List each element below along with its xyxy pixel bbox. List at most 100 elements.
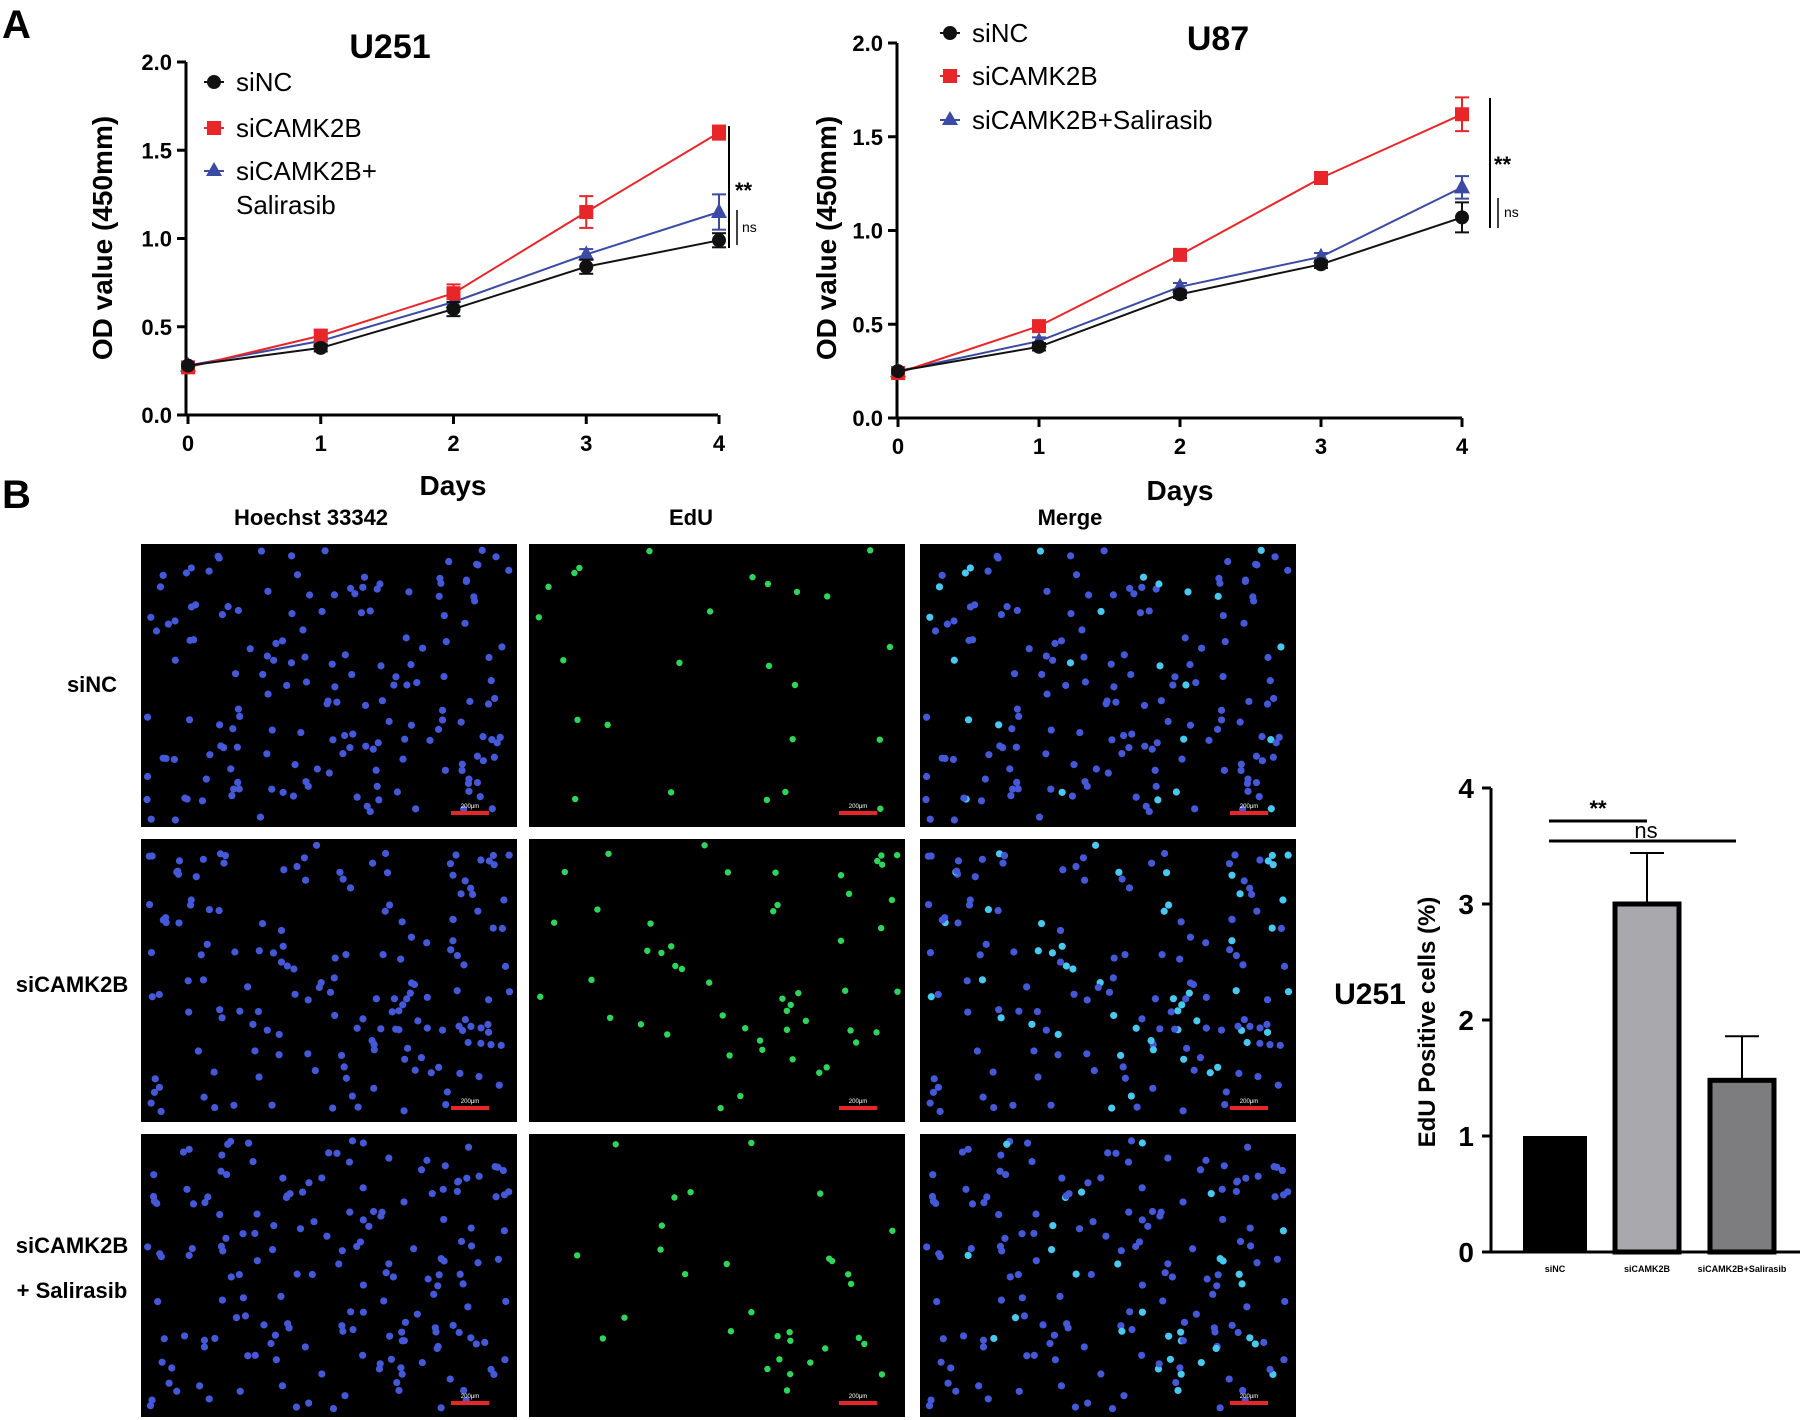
nucleus-hoechst xyxy=(310,1218,318,1226)
nucleus-hoechst xyxy=(473,560,481,568)
nucleus-hoechst xyxy=(430,1290,438,1298)
nucleus-hoechst xyxy=(268,1101,276,1109)
nucleus-edu xyxy=(687,1188,694,1196)
nucleus-hoechst xyxy=(484,1020,492,1029)
nucleus-hoechst xyxy=(304,782,312,790)
nucleus-merge xyxy=(1117,1247,1125,1255)
nucleus-hoechst xyxy=(199,976,208,984)
nucleus-merge xyxy=(1177,1328,1185,1336)
nucleus-merge xyxy=(997,1296,1006,1304)
panel-letter-a: A xyxy=(2,3,31,47)
nucleus-hoechst xyxy=(434,1282,442,1290)
nucleus-hoechst xyxy=(211,1103,219,1112)
nucleus-merge xyxy=(1176,1364,1184,1372)
x-tick-label: 3 xyxy=(580,431,592,456)
micrograph-edu-row2 xyxy=(529,839,905,1122)
nucleus-merge xyxy=(985,751,993,759)
nucleus-hoechst xyxy=(279,788,287,796)
nucleus-hoechst xyxy=(441,1162,449,1170)
nucleus-merge xyxy=(997,1014,1005,1022)
nucleus-hoechst xyxy=(346,1208,354,1216)
nucleus-merge xyxy=(1252,752,1261,760)
nucleus-hoechst xyxy=(426,736,434,744)
nucleus-merge xyxy=(926,815,934,823)
nucleus-merge xyxy=(1155,580,1163,588)
nucleus-merge xyxy=(966,564,974,572)
nucleus-hoechst xyxy=(304,996,312,1004)
nucleus-hoechst xyxy=(461,1015,469,1024)
nucleus-hoechst xyxy=(279,1174,287,1182)
nucleus-hoechst xyxy=(216,721,224,729)
nucleus-merge xyxy=(1149,1084,1157,1092)
nucleus-merge xyxy=(1028,1020,1036,1028)
nucleus-hoechst xyxy=(287,659,296,667)
nucleus-merge xyxy=(996,1167,1004,1175)
nucleus-hoechst xyxy=(361,701,370,710)
nucleus-merge xyxy=(1056,958,1065,966)
nucleus-merge xyxy=(1212,1344,1220,1353)
nucleus-hoechst xyxy=(473,752,482,760)
nucleus-edu xyxy=(779,995,786,1002)
nucleus-merge xyxy=(1023,1352,1031,1360)
nucleus-merge xyxy=(1057,637,1066,645)
nucleus-edu xyxy=(789,1056,796,1063)
nucleus-hoechst xyxy=(374,739,382,747)
nucleus-hoechst xyxy=(348,1137,357,1145)
nucleus-merge xyxy=(1028,1157,1036,1166)
nucleus-merge xyxy=(1149,1046,1157,1054)
nucleus-merge xyxy=(1136,609,1145,617)
nucleus-hoechst xyxy=(499,1166,507,1175)
nucleus-merge xyxy=(1174,1007,1182,1015)
nucleus-hoechst xyxy=(230,1101,238,1109)
nucleus-hoechst xyxy=(353,1242,361,1251)
nucleus-merge xyxy=(1156,1025,1164,1033)
y-tick-label: 0.0 xyxy=(141,403,172,428)
legend-label-salirasib: siCAMK2B+Salirasib xyxy=(972,105,1213,135)
nucleus-hoechst xyxy=(428,1190,436,1198)
nucleus-hoechst xyxy=(147,948,156,957)
nucleus-merge xyxy=(1083,782,1091,790)
nucleus-merge xyxy=(1065,1190,1073,1198)
nucleus-hoechst xyxy=(437,1404,445,1412)
nucleus-merge xyxy=(984,905,993,914)
nucleus-merge xyxy=(936,1253,944,1261)
nucleus-hoechst xyxy=(360,573,369,581)
nucleus-edu xyxy=(795,989,802,997)
nucleus-merge xyxy=(1165,1332,1173,1340)
nucleus-hoechst xyxy=(413,679,421,687)
nucleus-hoechst xyxy=(222,1234,230,1242)
nucleus-edu xyxy=(817,1190,824,1197)
nucleus-merge xyxy=(1273,1163,1281,1171)
nucleus-hoechst xyxy=(272,639,280,647)
nucleus-hoechst xyxy=(484,996,493,1004)
nucleus-hoechst xyxy=(333,698,341,706)
nucleus-hoechst xyxy=(210,1068,218,1076)
nucleus-merge xyxy=(965,636,973,644)
nucleus-merge xyxy=(1213,1282,1221,1290)
nucleus-merge xyxy=(1234,1022,1242,1030)
nucleus-hoechst xyxy=(435,592,443,600)
nucleus-hoechst xyxy=(187,564,195,572)
nucleus-merge xyxy=(964,1008,972,1016)
nucleus-merge xyxy=(995,1210,1003,1219)
nucleus-edu xyxy=(783,1387,791,1394)
nucleus-hoechst xyxy=(395,1007,403,1015)
data-point xyxy=(579,205,594,220)
y-tick-label: 1.0 xyxy=(852,219,883,244)
nucleus-merge xyxy=(1125,744,1133,752)
nucleus-hoechst xyxy=(157,1107,165,1116)
nucleus-merge xyxy=(1124,1158,1133,1166)
nucleus-hoechst xyxy=(155,1083,164,1091)
nucleus-hoechst xyxy=(379,951,387,959)
nucleus-merge xyxy=(1216,1255,1224,1263)
nucleus-hoechst xyxy=(198,797,207,805)
nucleus-merge xyxy=(1043,587,1051,595)
nucleus-hoechst xyxy=(227,1273,235,1281)
nucleus-hoechst xyxy=(292,1403,301,1411)
nucleus-hoechst xyxy=(375,796,383,804)
nucleus-merge xyxy=(1100,547,1108,555)
nucleus-hoechst xyxy=(289,792,298,800)
nucleus-hoechst xyxy=(489,851,497,860)
nucleus-merge xyxy=(1104,769,1112,777)
nucleus-merge xyxy=(1279,896,1287,904)
